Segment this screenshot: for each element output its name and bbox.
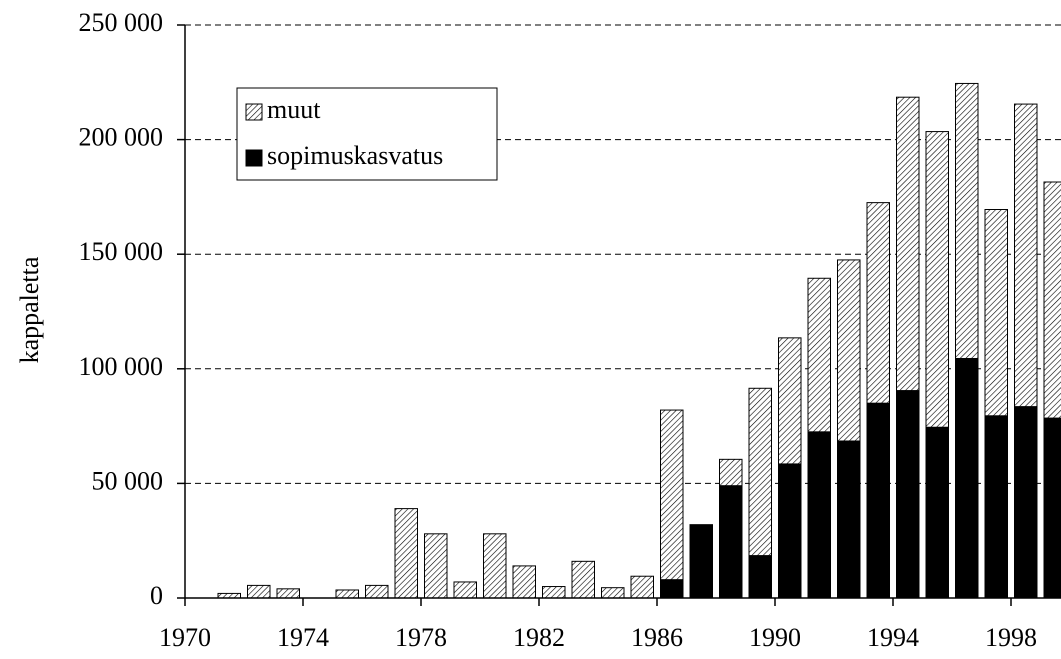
bar bbox=[837, 440, 861, 599]
bar bbox=[984, 209, 1008, 417]
y-tick-label: 150 000 bbox=[79, 237, 164, 266]
y-axis-label: kappaletta bbox=[15, 256, 44, 363]
bar bbox=[896, 390, 920, 599]
bar bbox=[837, 259, 861, 442]
legend-swatch bbox=[245, 149, 263, 167]
bar bbox=[453, 581, 477, 599]
bar bbox=[689, 524, 713, 599]
y-tick-label: 200 000 bbox=[79, 123, 164, 152]
y-tick-label: 250 000 bbox=[79, 8, 164, 37]
bar bbox=[483, 533, 507, 599]
x-tick-label: 1994 bbox=[867, 623, 919, 652]
bar bbox=[394, 508, 418, 599]
x-tick-label: 1990 bbox=[749, 623, 801, 652]
bar bbox=[1014, 406, 1038, 599]
y-tick-label: 50 000 bbox=[92, 466, 164, 495]
bar bbox=[365, 584, 389, 599]
bar bbox=[984, 415, 1008, 599]
x-tick-label: 1998 bbox=[985, 623, 1037, 652]
x-tick-label: 1982 bbox=[513, 623, 565, 652]
x-tick-label: 1978 bbox=[395, 623, 447, 652]
bar bbox=[925, 426, 949, 599]
bar bbox=[630, 575, 654, 599]
y-tick-label: 0 bbox=[150, 581, 163, 610]
bar bbox=[601, 587, 625, 599]
bar bbox=[866, 402, 890, 599]
bar bbox=[660, 579, 684, 599]
bar bbox=[1043, 181, 1061, 419]
x-tick-label: 1974 bbox=[277, 623, 329, 652]
bar bbox=[660, 409, 684, 581]
bar bbox=[748, 387, 772, 557]
bar bbox=[571, 560, 595, 599]
bar bbox=[1043, 417, 1061, 599]
bar bbox=[925, 131, 949, 428]
legend-label: muut bbox=[267, 95, 321, 124]
y-tick-label: 100 000 bbox=[79, 352, 164, 381]
bar bbox=[896, 96, 920, 392]
bar bbox=[512, 565, 536, 599]
bar bbox=[719, 458, 743, 487]
bar bbox=[955, 357, 979, 599]
bar bbox=[1014, 103, 1038, 408]
legend-swatch bbox=[245, 103, 263, 121]
bar bbox=[542, 586, 566, 599]
bar bbox=[276, 588, 300, 599]
bar bbox=[719, 485, 743, 599]
bar bbox=[778, 463, 802, 599]
bar bbox=[247, 584, 271, 599]
bar bbox=[866, 202, 890, 404]
bar bbox=[778, 337, 802, 465]
legend-box bbox=[236, 87, 498, 181]
bar bbox=[807, 431, 831, 599]
bar bbox=[748, 555, 772, 599]
bar bbox=[335, 589, 359, 599]
bar bbox=[955, 82, 979, 359]
x-tick-label: 1986 bbox=[631, 623, 683, 652]
legend-label: sopimuskasvatus bbox=[267, 141, 443, 170]
bar bbox=[807, 277, 831, 433]
bar bbox=[424, 533, 448, 599]
x-tick-label: 1970 bbox=[159, 623, 211, 652]
